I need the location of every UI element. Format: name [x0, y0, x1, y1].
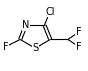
Text: N: N [22, 20, 30, 30]
Text: Cl: Cl [45, 7, 55, 17]
Text: F: F [76, 27, 81, 37]
Text: F: F [76, 42, 81, 52]
Text: S: S [32, 43, 38, 53]
Text: F: F [3, 42, 9, 52]
